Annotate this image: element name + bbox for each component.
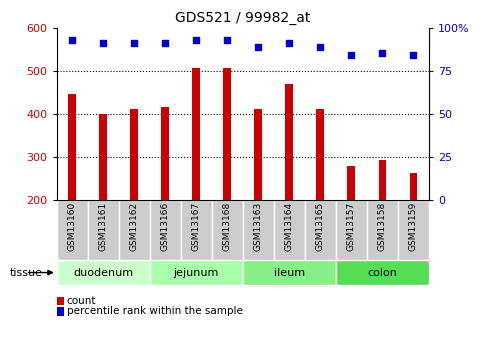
Title: GDS521 / 99982_at: GDS521 / 99982_at <box>175 11 311 25</box>
Bar <box>181 200 212 260</box>
Bar <box>88 200 119 260</box>
Bar <box>336 200 367 260</box>
Point <box>348 52 355 58</box>
Text: percentile rank within the sample: percentile rank within the sample <box>67 306 243 316</box>
Text: GSM13163: GSM13163 <box>254 202 263 251</box>
Bar <box>367 200 398 260</box>
Bar <box>317 109 324 200</box>
Bar <box>57 200 88 260</box>
Bar <box>100 114 107 200</box>
Bar <box>243 260 336 285</box>
Point <box>130 40 138 46</box>
Point <box>379 51 387 56</box>
Bar <box>192 68 200 200</box>
Text: GSM13159: GSM13159 <box>409 202 418 251</box>
Bar <box>305 200 336 260</box>
Bar <box>212 200 243 260</box>
Bar <box>243 200 274 260</box>
Bar <box>130 109 138 200</box>
Point <box>285 40 293 46</box>
Text: ileum: ileum <box>274 268 305 277</box>
Text: GSM13168: GSM13168 <box>223 202 232 251</box>
Bar <box>254 109 262 200</box>
Point <box>317 44 324 49</box>
Bar <box>379 160 386 200</box>
Text: GSM13158: GSM13158 <box>378 202 387 251</box>
Bar <box>348 167 355 200</box>
Point <box>410 52 418 58</box>
Bar <box>410 173 417 200</box>
Text: colon: colon <box>367 268 397 277</box>
Text: GSM13157: GSM13157 <box>347 202 356 251</box>
Text: GSM13166: GSM13166 <box>161 202 170 251</box>
Text: GSM13164: GSM13164 <box>285 202 294 251</box>
Text: GSM13162: GSM13162 <box>130 202 139 251</box>
Text: count: count <box>67 296 96 306</box>
Text: jejunum: jejunum <box>174 268 219 277</box>
Bar <box>161 107 169 200</box>
Bar <box>274 200 305 260</box>
Point <box>192 37 200 42</box>
Point <box>254 44 262 49</box>
Text: duodenum: duodenum <box>73 268 133 277</box>
Point <box>99 40 107 46</box>
Text: GSM13160: GSM13160 <box>68 202 77 251</box>
Bar <box>69 95 76 200</box>
Point <box>161 40 169 46</box>
Text: GSM13167: GSM13167 <box>192 202 201 251</box>
Text: GSM13165: GSM13165 <box>316 202 325 251</box>
Text: GSM13161: GSM13161 <box>99 202 108 251</box>
Bar <box>336 260 429 285</box>
Bar <box>223 68 231 200</box>
Text: tissue: tissue <box>10 268 43 277</box>
Bar <box>398 200 429 260</box>
Bar <box>119 200 150 260</box>
Point <box>223 37 231 42</box>
Bar <box>150 200 181 260</box>
Bar <box>57 260 150 285</box>
Point <box>68 37 76 42</box>
Bar <box>150 260 243 285</box>
Bar <box>285 84 293 200</box>
